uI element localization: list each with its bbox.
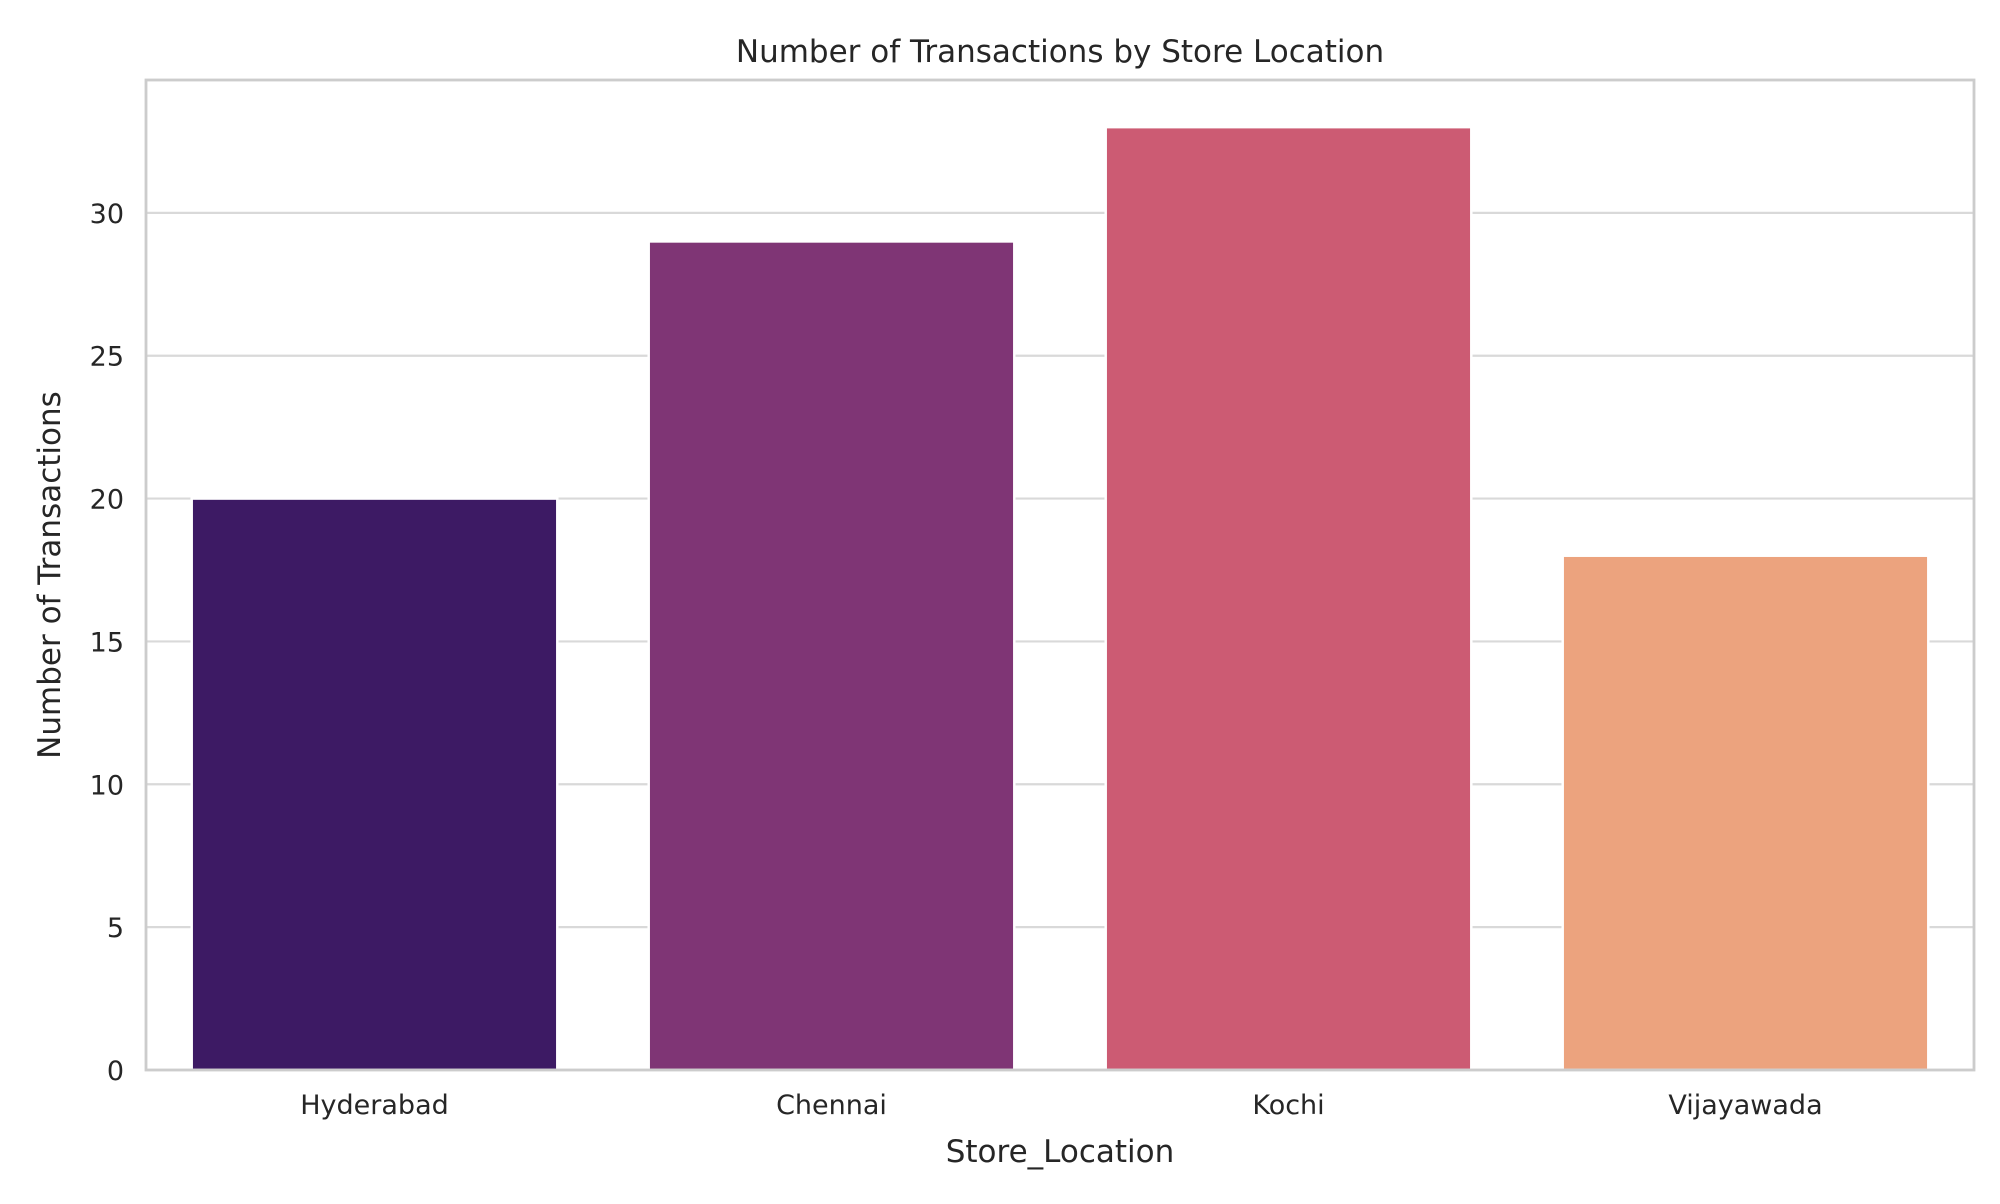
x-tick-label: Chennai [776, 1090, 887, 1121]
x-tick-labels: Hyderabad Chennai Kochi Vijayawada [300, 1090, 1822, 1121]
x-tick-label: Kochi [1252, 1090, 1324, 1121]
bar-kochi [1104, 125, 1473, 1072]
bars [190, 125, 1930, 1072]
y-tick-label: 20 [90, 485, 124, 516]
y-axis-label: Number of Transactions [32, 391, 68, 759]
x-axis-label: Store_Location [946, 1134, 1175, 1170]
y-tick-label: 5 [107, 913, 124, 944]
chart-title: Number of Transactions by Store Location [736, 34, 1384, 70]
y-tick-labels: 0 5 10 15 20 25 30 [90, 199, 124, 1087]
bar-vijayawada [1561, 554, 1930, 1072]
x-tick-label: Vijayawada [1668, 1090, 1822, 1121]
y-tick-label: 30 [90, 199, 124, 230]
y-tick-label: 10 [90, 770, 124, 801]
bar-hyderabad [190, 497, 559, 1072]
y-tick-label: 15 [90, 627, 124, 658]
bar-chennai [647, 240, 1016, 1072]
plot-frame [144, 78, 1976, 1072]
y-tick-label: 0 [107, 1056, 124, 1087]
x-tick-label: Hyderabad [300, 1090, 449, 1121]
y-tick-label: 25 [90, 342, 124, 373]
